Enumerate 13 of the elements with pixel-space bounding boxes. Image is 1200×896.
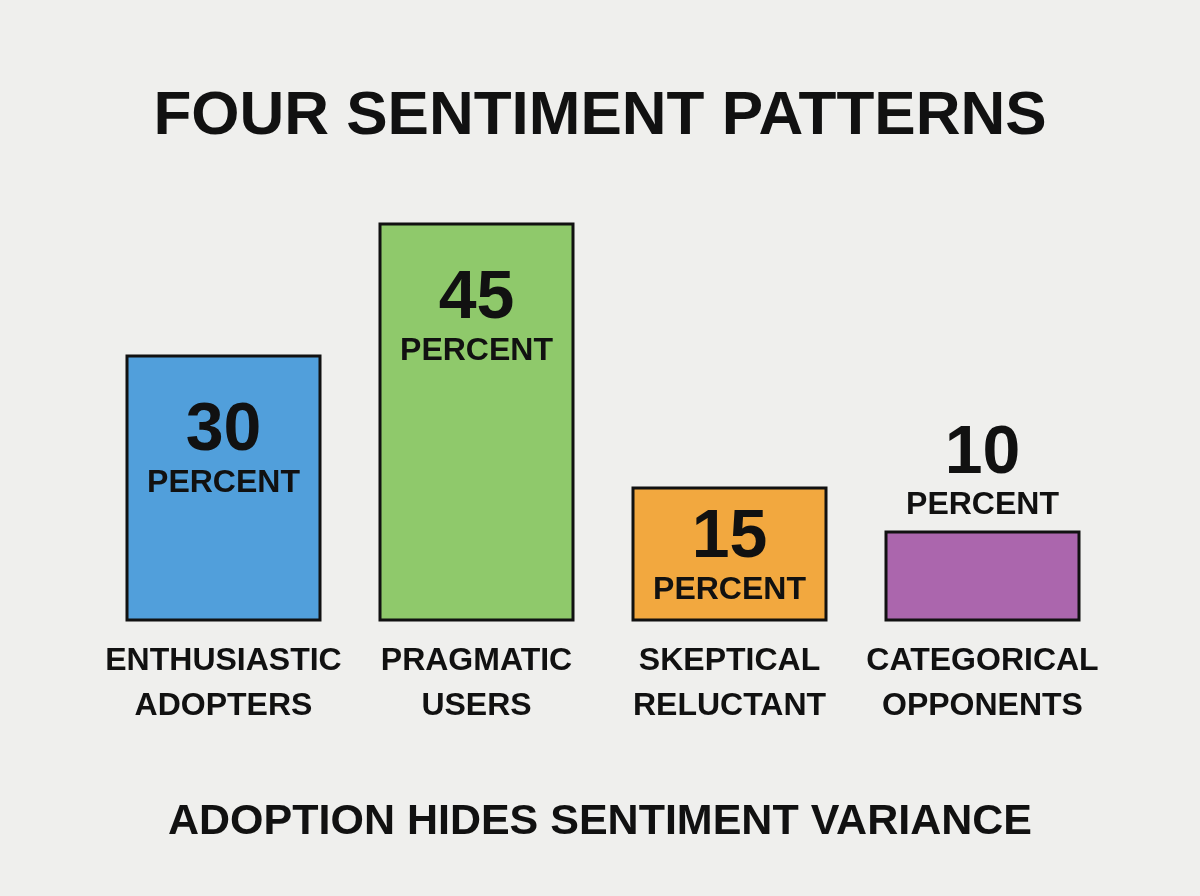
bar [884, 530, 1081, 622]
x-tick-label: SKEPTICAL RELUCTANT [632, 641, 827, 722]
data-label: 10 PERCENT [906, 411, 1060, 521]
data-label: 45 PERCENT [400, 256, 554, 367]
bar [378, 222, 575, 622]
x-tick-label: PRAGMATIC USERS [380, 641, 573, 722]
bar [125, 354, 322, 622]
text: ADOPTION HIDES SENTIMENT VARIANCE [167, 795, 1033, 843]
data-label: 15 PERCENT [653, 494, 807, 606]
x-tick-label: ENTHUSIASTIC ADOPTERS [105, 641, 342, 722]
chart-title: FOUR SENTIMENT PATTERNS [152, 78, 1048, 147]
data-label: 30 PERCENT [147, 388, 301, 499]
x-tick-label: CATEGORICAL OPPONENTS [866, 641, 1099, 722]
